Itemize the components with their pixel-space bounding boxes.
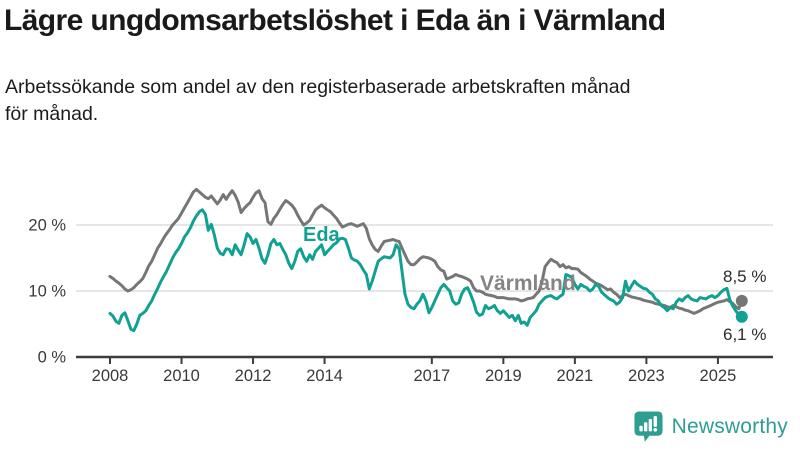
subtitle-line-1: Arbetssökande som andel av den registerb… bbox=[5, 76, 631, 98]
series-line-eda bbox=[108, 208, 744, 333]
series-label-varmland: Värmland bbox=[480, 272, 576, 295]
y-tick-label: 20 % bbox=[28, 217, 66, 235]
x-tick-label: 2017 bbox=[413, 367, 450, 385]
y-tick-label: 0 % bbox=[38, 349, 67, 367]
eda-end-value-label: 6,1 % bbox=[723, 325, 767, 344]
x-tick-label: 2023 bbox=[628, 367, 665, 385]
newsworthy-brand-text: Newsworthy bbox=[671, 414, 788, 438]
x-tick-label: 2025 bbox=[700, 367, 737, 385]
varmland-end-value-label: 8,5 % bbox=[723, 267, 767, 286]
x-tick-label: 2019 bbox=[485, 367, 522, 385]
series-line-värmland bbox=[108, 187, 744, 315]
subtitle-line-2: för månad. bbox=[5, 103, 99, 125]
x-tick-label: 2014 bbox=[306, 367, 343, 385]
chart-subtitle: Arbetssökande som andel av den registerb… bbox=[5, 74, 765, 128]
x-tick-label: 2012 bbox=[235, 367, 272, 385]
newsworthy-logo-icon bbox=[634, 411, 663, 442]
x-tick-label: 2008 bbox=[92, 367, 129, 385]
page-title: Lägre ungdomsarbetslöshet i Eda än i Vär… bbox=[4, 4, 666, 37]
y-tick-label: 10 % bbox=[28, 283, 66, 301]
series-label-eda: Eda bbox=[303, 224, 340, 246]
x-tick-label: 2021 bbox=[557, 367, 594, 385]
newsworthy-logo: Newsworthy bbox=[633, 410, 788, 443]
end-dot-eda bbox=[735, 310, 748, 323]
x-tick-label: 2010 bbox=[163, 367, 200, 385]
end-dot-värmland bbox=[735, 294, 748, 307]
